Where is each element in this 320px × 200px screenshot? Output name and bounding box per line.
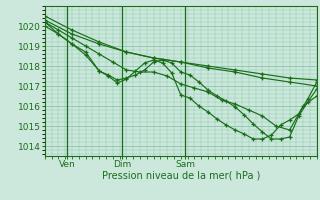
X-axis label: Pression niveau de la mer( hPa ): Pression niveau de la mer( hPa ) xyxy=(102,171,260,181)
